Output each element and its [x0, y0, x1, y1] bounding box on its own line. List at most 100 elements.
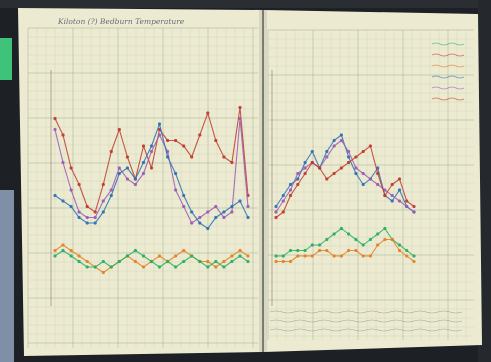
data-point [405, 254, 409, 258]
data-point [325, 149, 329, 154]
data-point [310, 149, 314, 154]
data-point [125, 155, 129, 159]
top-edge [0, 0, 491, 8]
data-point [222, 210, 226, 214]
data-point [246, 204, 250, 209]
data-point [303, 160, 307, 165]
data-point [117, 171, 121, 176]
data-point [77, 215, 81, 220]
data-point [238, 254, 242, 258]
data-point [347, 248, 351, 253]
data-point [310, 254, 314, 258]
data-point [347, 149, 351, 154]
handwriting-scribble [269, 328, 463, 332]
data-point [303, 171, 307, 176]
data-point [318, 248, 322, 253]
data-point [125, 166, 129, 170]
data-point [376, 243, 380, 247]
data-point [61, 243, 65, 247]
data-point [368, 254, 372, 258]
data-point [133, 248, 137, 253]
data-point [318, 243, 322, 247]
data-point [288, 248, 293, 253]
legend-scribble [431, 97, 465, 101]
data-point [214, 265, 218, 269]
blue-object [0, 190, 14, 362]
data-point [117, 259, 121, 264]
data-point [69, 204, 73, 209]
data-point [397, 177, 402, 181]
data-point [69, 188, 73, 192]
data-point [361, 182, 365, 187]
right-legend-scribble [431, 42, 465, 101]
data-point [412, 259, 416, 264]
left-notebook-page: Kiloton (?) Bedburn Temperature [18, 8, 262, 356]
series-left-5 [53, 248, 250, 269]
data-point [53, 127, 57, 132]
data-point [214, 215, 218, 220]
data-point [332, 254, 336, 258]
data-point [397, 199, 402, 203]
data-point [347, 232, 351, 236]
data-point [214, 138, 218, 143]
data-point [246, 259, 250, 264]
data-point [206, 210, 210, 214]
data-point [354, 248, 358, 253]
data-point [190, 155, 194, 159]
data-point [157, 265, 162, 269]
right-notebook-page [264, 10, 482, 352]
legend-scribble [431, 86, 465, 90]
data-point [361, 254, 365, 258]
series-left-3 [53, 122, 250, 231]
data-point [141, 254, 146, 258]
data-point [149, 149, 154, 154]
data-point [288, 259, 293, 264]
data-point [222, 155, 226, 159]
data-point [274, 204, 278, 209]
data-point [198, 215, 202, 220]
data-point [101, 270, 105, 275]
data-point [61, 133, 65, 137]
data-point [190, 221, 194, 225]
data-point [412, 254, 416, 258]
handwriting-scribble [269, 310, 463, 314]
data-point [238, 116, 242, 121]
data-point [157, 254, 162, 258]
data-point [281, 259, 285, 264]
data-point [376, 171, 380, 176]
data-point [174, 138, 178, 143]
data-point [141, 144, 146, 148]
data-point [85, 265, 89, 269]
data-point [69, 254, 73, 258]
data-point [274, 254, 278, 258]
data-point [339, 133, 343, 137]
data-point [361, 243, 365, 247]
data-point [390, 182, 394, 187]
data-point [230, 160, 234, 165]
data-point [133, 177, 137, 181]
data-point [93, 265, 97, 269]
data-point [230, 259, 234, 264]
data-point [125, 254, 129, 258]
data-point [238, 105, 242, 110]
data-point [53, 248, 57, 253]
right-notes-scribble [269, 310, 463, 332]
data-point [303, 166, 307, 170]
data-point [325, 248, 329, 253]
data-point [296, 177, 300, 181]
data-point [318, 166, 322, 170]
data-point [69, 166, 73, 170]
data-point [109, 149, 113, 154]
handwriting-scribble [269, 319, 463, 323]
data-point [93, 215, 97, 220]
data-point [390, 237, 394, 242]
data-point [281, 193, 285, 198]
data-point [339, 138, 343, 143]
data-point [61, 199, 65, 203]
data-point [133, 259, 137, 264]
data-point [383, 226, 387, 231]
data-point [354, 155, 358, 159]
data-point [174, 188, 178, 192]
data-point [339, 226, 343, 231]
data-point [405, 199, 409, 203]
